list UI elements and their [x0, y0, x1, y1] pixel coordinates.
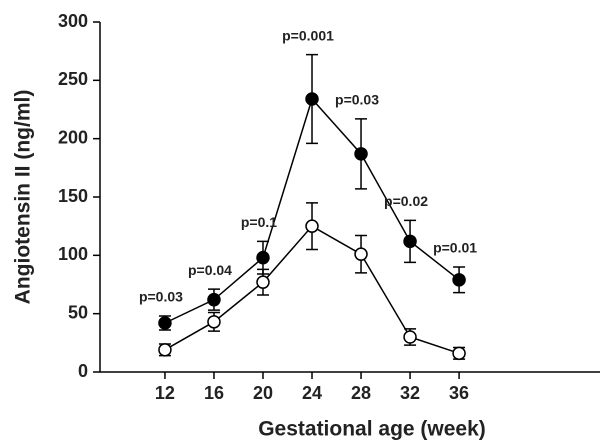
- x-tick-label: 36: [449, 383, 469, 403]
- y-tick-label: 200: [58, 127, 88, 147]
- x-tick-label: 12: [155, 383, 175, 403]
- data-point: [158, 343, 172, 357]
- y-tick-label: 300: [58, 11, 88, 31]
- data-point: [452, 273, 466, 287]
- p-value-annotation: p=0.1: [241, 214, 277, 230]
- p-value-annotation: p=0.001: [282, 27, 334, 43]
- y-tick-label: 0: [78, 361, 88, 381]
- p-value-annotation: p=0.03: [335, 92, 379, 108]
- y-tick-label: 250: [58, 69, 88, 89]
- x-tick-label: 32: [400, 383, 420, 403]
- x-tick-label: 16: [204, 383, 224, 403]
- y-tick-label: 50: [68, 302, 88, 322]
- data-point: [354, 247, 368, 261]
- y-tick-label: 150: [58, 186, 88, 206]
- data-point: [452, 346, 466, 361]
- p-value-annotation: p=0.04: [188, 262, 232, 278]
- x-tick-label: 28: [351, 383, 371, 403]
- data-point: [354, 147, 368, 161]
- data-point: [158, 316, 172, 330]
- x-tick-label: 24: [302, 383, 322, 403]
- data-point: [305, 92, 319, 106]
- data-point: [403, 330, 417, 344]
- x-axis-title: Gestational age (week): [258, 418, 486, 441]
- data-point: [207, 315, 221, 329]
- y-tick-label: 100: [58, 244, 88, 264]
- x-tick-label: 20: [253, 383, 273, 403]
- p-value-annotation: p=0.03: [139, 289, 183, 305]
- p-value-annotation: p=0.02: [384, 193, 428, 209]
- data-point: [403, 234, 417, 249]
- data-point: [207, 292, 221, 307]
- data-point: [256, 250, 270, 265]
- y-axis-title: Angiotensin II (ng/ml): [12, 90, 35, 305]
- data-point: [256, 275, 270, 289]
- data-point: [305, 219, 319, 233]
- p-value-annotation: p=0.01: [433, 240, 477, 256]
